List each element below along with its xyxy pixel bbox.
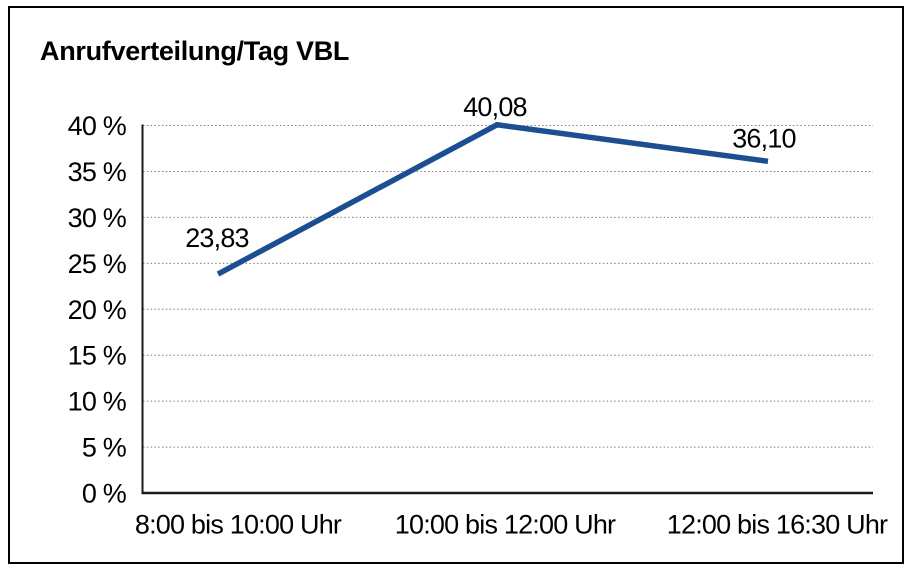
y-axis-tick-label: 15 % <box>68 341 127 371</box>
y-axis-tick-label: 35 % <box>68 157 127 187</box>
chart-border <box>8 6 904 564</box>
y-axis-tick-label: 40 % <box>68 111 127 141</box>
data-point-label: 40,08 <box>463 92 527 122</box>
y-axis-tick-label: 5 % <box>82 433 127 463</box>
chart-title: Anrufverteilung/Tag VBL <box>40 36 350 66</box>
data-point-label: 36,10 <box>732 124 796 154</box>
x-category-label: 8:00 bis 10:00 Uhr <box>135 510 342 540</box>
x-category-label: 12:00 bis 16:30 Uhr <box>667 510 888 540</box>
y-axis-tick-label: 25 % <box>68 249 127 279</box>
x-category-label: 10:00 bis 12:00 Uhr <box>395 510 616 540</box>
data-series-line <box>216 121 769 277</box>
y-axis-tick-label: 10 % <box>68 387 127 417</box>
data-point-label: 23,83 <box>185 223 249 253</box>
y-axis-tick-label: 20 % <box>68 295 127 325</box>
y-axis-tick-label: 30 % <box>68 203 127 233</box>
y-axis-tick-label: 0 % <box>82 479 127 509</box>
